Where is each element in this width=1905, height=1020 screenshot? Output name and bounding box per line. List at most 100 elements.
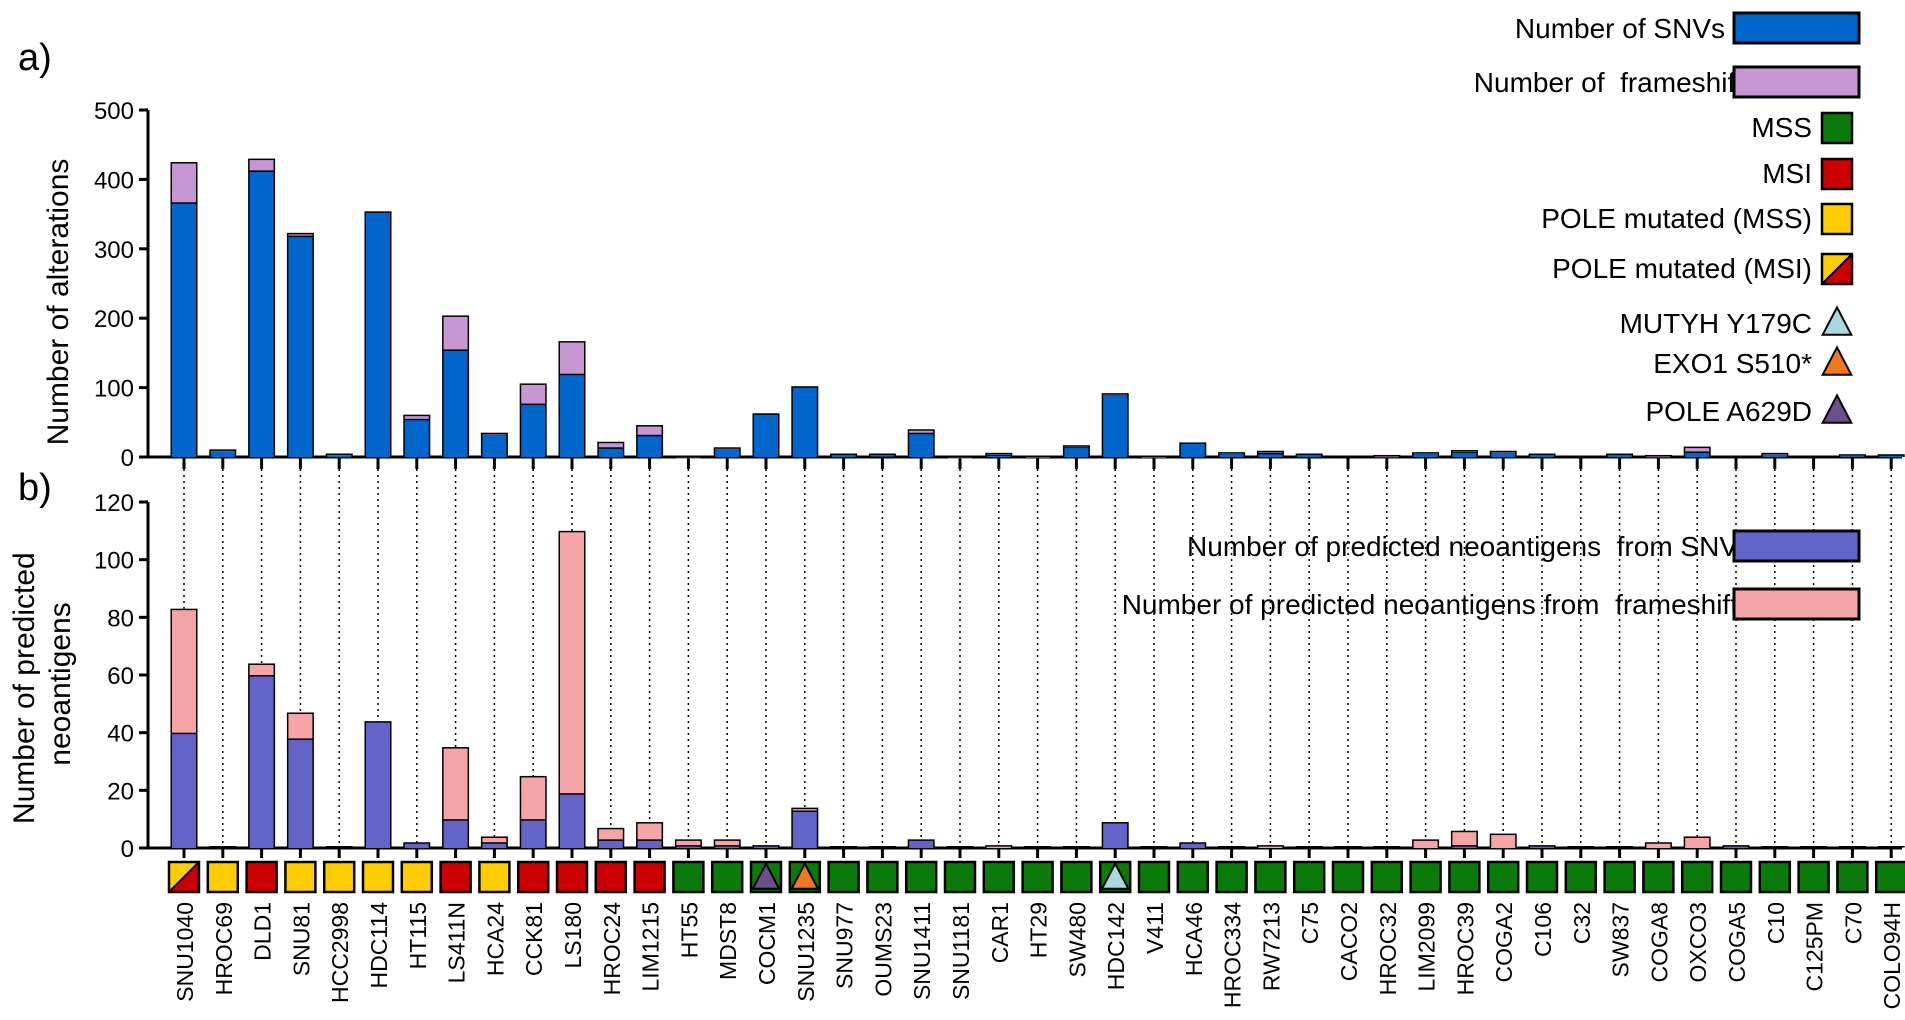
sample-label: SNU977	[832, 902, 858, 989]
status-square	[1060, 860, 1093, 894]
legend-status-swatch	[1820, 111, 1854, 145]
status-square	[206, 860, 240, 894]
sample-label: HDC114	[366, 902, 392, 989]
status-square	[1137, 860, 1171, 894]
sample-label: HCC2998	[327, 902, 353, 1003]
status-square	[1642, 860, 1675, 894]
bar-outline	[674, 456, 702, 458]
sample-label: LIM2099	[1414, 902, 1440, 992]
bar-neo-frameshifts	[443, 748, 468, 820]
bar-frameshifts	[1025, 457, 1050, 458]
bar-snvs	[482, 434, 507, 457]
sample-label: CAR1	[987, 902, 1013, 963]
bar-snvs	[986, 455, 1011, 457]
status-square	[245, 860, 278, 894]
panel-b-ylabel-line2: neoantigens	[44, 602, 77, 765]
status-square	[1021, 860, 1054, 894]
status-square	[866, 860, 899, 894]
panel-a-ytick-label: 100	[94, 376, 134, 403]
bar-snvs	[792, 387, 817, 457]
bar-neo-snvs	[1530, 846, 1554, 848]
bar-outline	[985, 452, 1013, 457]
status-square	[1409, 860, 1442, 894]
status-square	[1603, 860, 1636, 894]
bar-snvs	[1840, 456, 1865, 457]
legend-snv-label: Number of SNVs	[1515, 13, 1725, 44]
bar-frameshifts	[327, 455, 352, 456]
bar-neo-snvs	[754, 846, 778, 848]
sample-label: SNU1411	[909, 902, 935, 1000]
status-square	[478, 860, 511, 894]
bar-neo-snvs	[676, 846, 701, 848]
bar-outline	[946, 846, 974, 848]
legend-status-label: POLE mutated (MSS)	[1541, 203, 1812, 234]
bar-neo-snvs	[521, 820, 546, 848]
status-square	[1331, 860, 1365, 894]
sample-label: HROC39	[1452, 902, 1478, 995]
bar-neo-frameshifts	[482, 837, 507, 843]
bar-outline	[1140, 455, 1168, 457]
status-square	[1564, 860, 1598, 894]
bar-neo-snvs	[482, 843, 507, 848]
legend-status-swatch	[1820, 157, 1854, 191]
bar-outline	[1334, 846, 1362, 848]
bar-outline	[1140, 846, 1168, 848]
bar-neo-snvs	[366, 722, 390, 848]
marker-triangle-pole_a629d	[751, 861, 781, 890]
legend-neo-fs-label: Number of predicted neoantigens from fra…	[1122, 589, 1752, 620]
status-square	[1370, 860, 1404, 894]
status-square	[516, 860, 550, 894]
bar-frameshifts	[1258, 452, 1283, 453]
bar-neo-snvs	[404, 843, 429, 848]
sample-label: C106	[1530, 902, 1556, 957]
sample-label: CACO2	[1336, 902, 1362, 981]
bar-snvs	[1452, 452, 1477, 457]
bar-neo-snvs	[1103, 823, 1128, 848]
legend-snv-swatch	[1732, 11, 1861, 45]
panel-b-ytick-label: 0	[121, 836, 134, 863]
status-square	[439, 860, 472, 894]
bar-neo-snvs	[598, 840, 623, 848]
bar-snvs	[366, 212, 390, 457]
sample-label: C70	[1840, 902, 1866, 944]
bar-snvs	[1879, 455, 1904, 457]
bar-outline	[1218, 846, 1246, 848]
bar-frameshifts	[637, 426, 662, 435]
sample-label: C75	[1297, 902, 1323, 944]
sample-label: OUMS23	[870, 902, 896, 997]
bar-frameshifts	[288, 234, 313, 236]
bar-neo-frameshifts	[1452, 832, 1477, 846]
panel-b-ytick-label: 100	[94, 548, 134, 575]
bar-frameshifts	[1491, 452, 1516, 453]
axes: 0 100 200 300 400 500 0 20 40 60 80 100 120	[94, 98, 1902, 863]
marker-triangle-mutyh	[1100, 861, 1131, 890]
status-square	[284, 860, 317, 894]
panel-a-ytick-label: 300	[94, 237, 134, 264]
sample-label: HT55	[676, 902, 702, 958]
status-square	[982, 860, 1016, 894]
bar-neo-snvs	[1180, 843, 1205, 848]
bar-neo-snvs	[172, 734, 196, 848]
bar-snvs	[1491, 452, 1516, 457]
sample-labels: SNU1040 HROC69 DLD1 SNU81 HCC2998 HDC114 HT115…	[172, 902, 1905, 1010]
panel-b-ytick-label: 60	[107, 663, 134, 690]
sample-label: COLO94H	[1879, 902, 1905, 1009]
bar-neo-snvs	[560, 794, 584, 848]
bar-snvs	[1219, 454, 1244, 457]
bar-outline	[946, 456, 974, 458]
legend-neoantigen: Number of predicted neoantigens from SNV…	[1122, 529, 1861, 621]
bar-frameshifts	[1142, 457, 1166, 458]
sample-label: HROC69	[211, 902, 237, 995]
bar-snvs	[1180, 443, 1205, 457]
bar-neo-frameshifts	[1491, 835, 1516, 848]
bar-neo-frameshifts	[1685, 837, 1710, 848]
sample-label: LS180	[560, 902, 586, 969]
legend-mutation-triangle	[1821, 345, 1853, 376]
legend-status-label: MSS	[1751, 112, 1812, 143]
bar-snvs	[1685, 452, 1710, 457]
bar-outline	[752, 845, 780, 848]
status-square	[1215, 860, 1248, 894]
sample-label: HDC142	[1103, 902, 1129, 990]
sample-label: SNU81	[288, 902, 314, 976]
status-square	[322, 860, 356, 894]
